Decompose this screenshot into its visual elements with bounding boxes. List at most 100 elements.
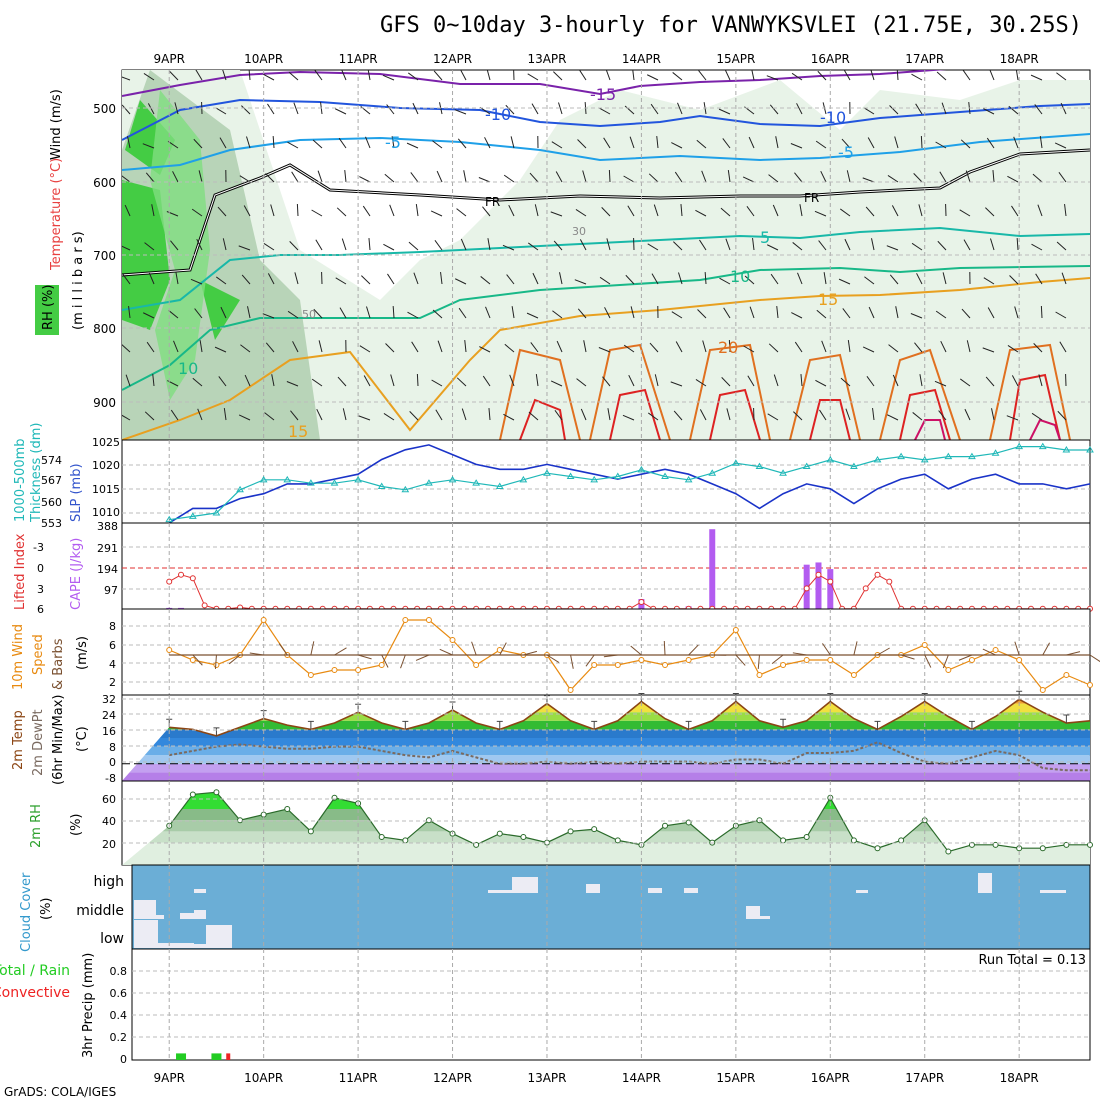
upper-wind-barb (288, 71, 299, 81)
contour-label-15: 15 (818, 290, 838, 309)
upper-wind-barb (170, 409, 179, 421)
upper-wind-barb (865, 206, 875, 217)
temp-ytick-16: 16 (102, 725, 116, 738)
wind-speed-point (355, 667, 362, 673)
upper-wind-barb (915, 103, 923, 115)
thickness-point (354, 475, 362, 483)
upper-wind-barb (482, 206, 491, 217)
upper-wind-barb (122, 245, 131, 251)
rh-point (567, 828, 574, 835)
upper-wind-barb (1057, 410, 1067, 421)
wind-speed-point (260, 617, 267, 623)
upper-wind-barb (479, 346, 491, 353)
footer-credit: GrADS: COLA/IGES (4, 1085, 116, 1099)
li-ytick-3: 3 (37, 583, 44, 596)
wind-barb (570, 654, 574, 669)
thickness-point (259, 475, 268, 483)
upper-wind-barb (238, 414, 251, 421)
rh-point (473, 841, 480, 848)
upper-wind-barb (433, 70, 443, 81)
upper-wind-barb (318, 340, 323, 353)
upper-wind-barb (416, 373, 419, 387)
upper-wind-barb (170, 240, 179, 251)
date-label-top: 9APR (154, 52, 185, 66)
wind-barb (924, 654, 932, 668)
rh-yticks: 60 40 20 (102, 793, 116, 851)
rh-point (1063, 841, 1070, 848)
temp-minmax-bar (496, 720, 503, 730)
upper-wind-barb (365, 136, 371, 149)
upper-wind-barb (194, 308, 203, 319)
thick-ytick-574: 574 (41, 454, 62, 467)
temp-ytick-8: 8 (109, 741, 116, 754)
thickness-line (169, 446, 1090, 521)
upper-wind-barb (195, 70, 203, 81)
upper-wind-barb (601, 207, 611, 217)
wind-speed-point (425, 617, 432, 623)
upper-wind-barb (725, 238, 731, 251)
upper-wind-barb (1056, 241, 1067, 251)
upper-wind-barb (508, 204, 515, 217)
upper-wind-barb (599, 276, 611, 285)
upper-wind-barb (214, 346, 227, 353)
upper-wind-barb (267, 103, 275, 115)
upper-wind-barb (407, 311, 419, 319)
cape-ylabel: CAPE (J/kg) (69, 538, 84, 610)
upper-wind-barb (383, 243, 395, 251)
upper-wind-barb (726, 408, 731, 421)
upper-wind-barb (559, 272, 563, 285)
upper-wind-barb (530, 342, 539, 353)
upper-wind-barb (334, 108, 347, 115)
upper-wind-barb (122, 175, 131, 183)
wind-speed-point (567, 687, 574, 693)
thickness-point (330, 479, 339, 486)
upper-wind-barb (552, 310, 563, 319)
wind-barb (357, 654, 372, 660)
upper-wind-barb (602, 376, 611, 387)
wind-barb (546, 654, 560, 663)
upper-wind-barb (197, 408, 203, 421)
upper-wind-barb (892, 374, 899, 387)
upper-wind-barb (361, 275, 371, 285)
upper-wind-barb (888, 344, 899, 353)
upper-ytick-900: 900 (93, 396, 116, 410)
cape-bar (178, 607, 185, 609)
upper-wind-barb (749, 306, 755, 319)
cape-panel-frame (121, 522, 1091, 610)
precip-ylabel-conv: Convective (0, 985, 70, 1001)
upper-wind-barb (632, 70, 635, 81)
upper-wind-barb (148, 272, 155, 285)
rh-point (968, 841, 975, 848)
upper-wind-barb (198, 170, 203, 183)
upper-wind-barb (675, 341, 683, 353)
upper-wind-barb (341, 70, 347, 81)
rh-panel: 60 40 20 2m RH (%) (29, 780, 1093, 866)
cloud-high-block (512, 877, 538, 893)
precip-run-total: Run Total = 0.13 (978, 953, 1086, 968)
upper-wind-barb (985, 207, 995, 217)
upper-wind-barb (889, 105, 899, 115)
upper-wind-barb (603, 137, 611, 149)
thickness-point (236, 485, 244, 493)
upper-wind-barb (1055, 311, 1067, 319)
precip-ytick-0.6: 0.6 (110, 987, 128, 1000)
slp-panel-frame (121, 439, 1091, 524)
thickness-point (826, 455, 835, 463)
wind-speed-point (662, 662, 669, 668)
thickness-point (779, 469, 787, 476)
contour-15 (122, 277, 1090, 440)
upper-wind-barb (1056, 72, 1067, 81)
cloud-panel: high middle low Cloud Cover (%) (19, 864, 1091, 952)
upper-wind-barb (579, 70, 587, 81)
temp-band (122, 729, 1090, 738)
date-label-top: 16APR (811, 52, 850, 66)
upper-wind-barb (315, 239, 323, 251)
upper-wind-barb (265, 342, 275, 353)
upper-wind-barb (940, 340, 947, 353)
precip-bar (211, 1053, 222, 1060)
temp-minmax-bar (213, 727, 220, 736)
rh-point (237, 817, 244, 824)
wind-marks (166, 617, 1100, 693)
rh-point (945, 848, 952, 855)
upper-wind-barb (1031, 412, 1043, 421)
